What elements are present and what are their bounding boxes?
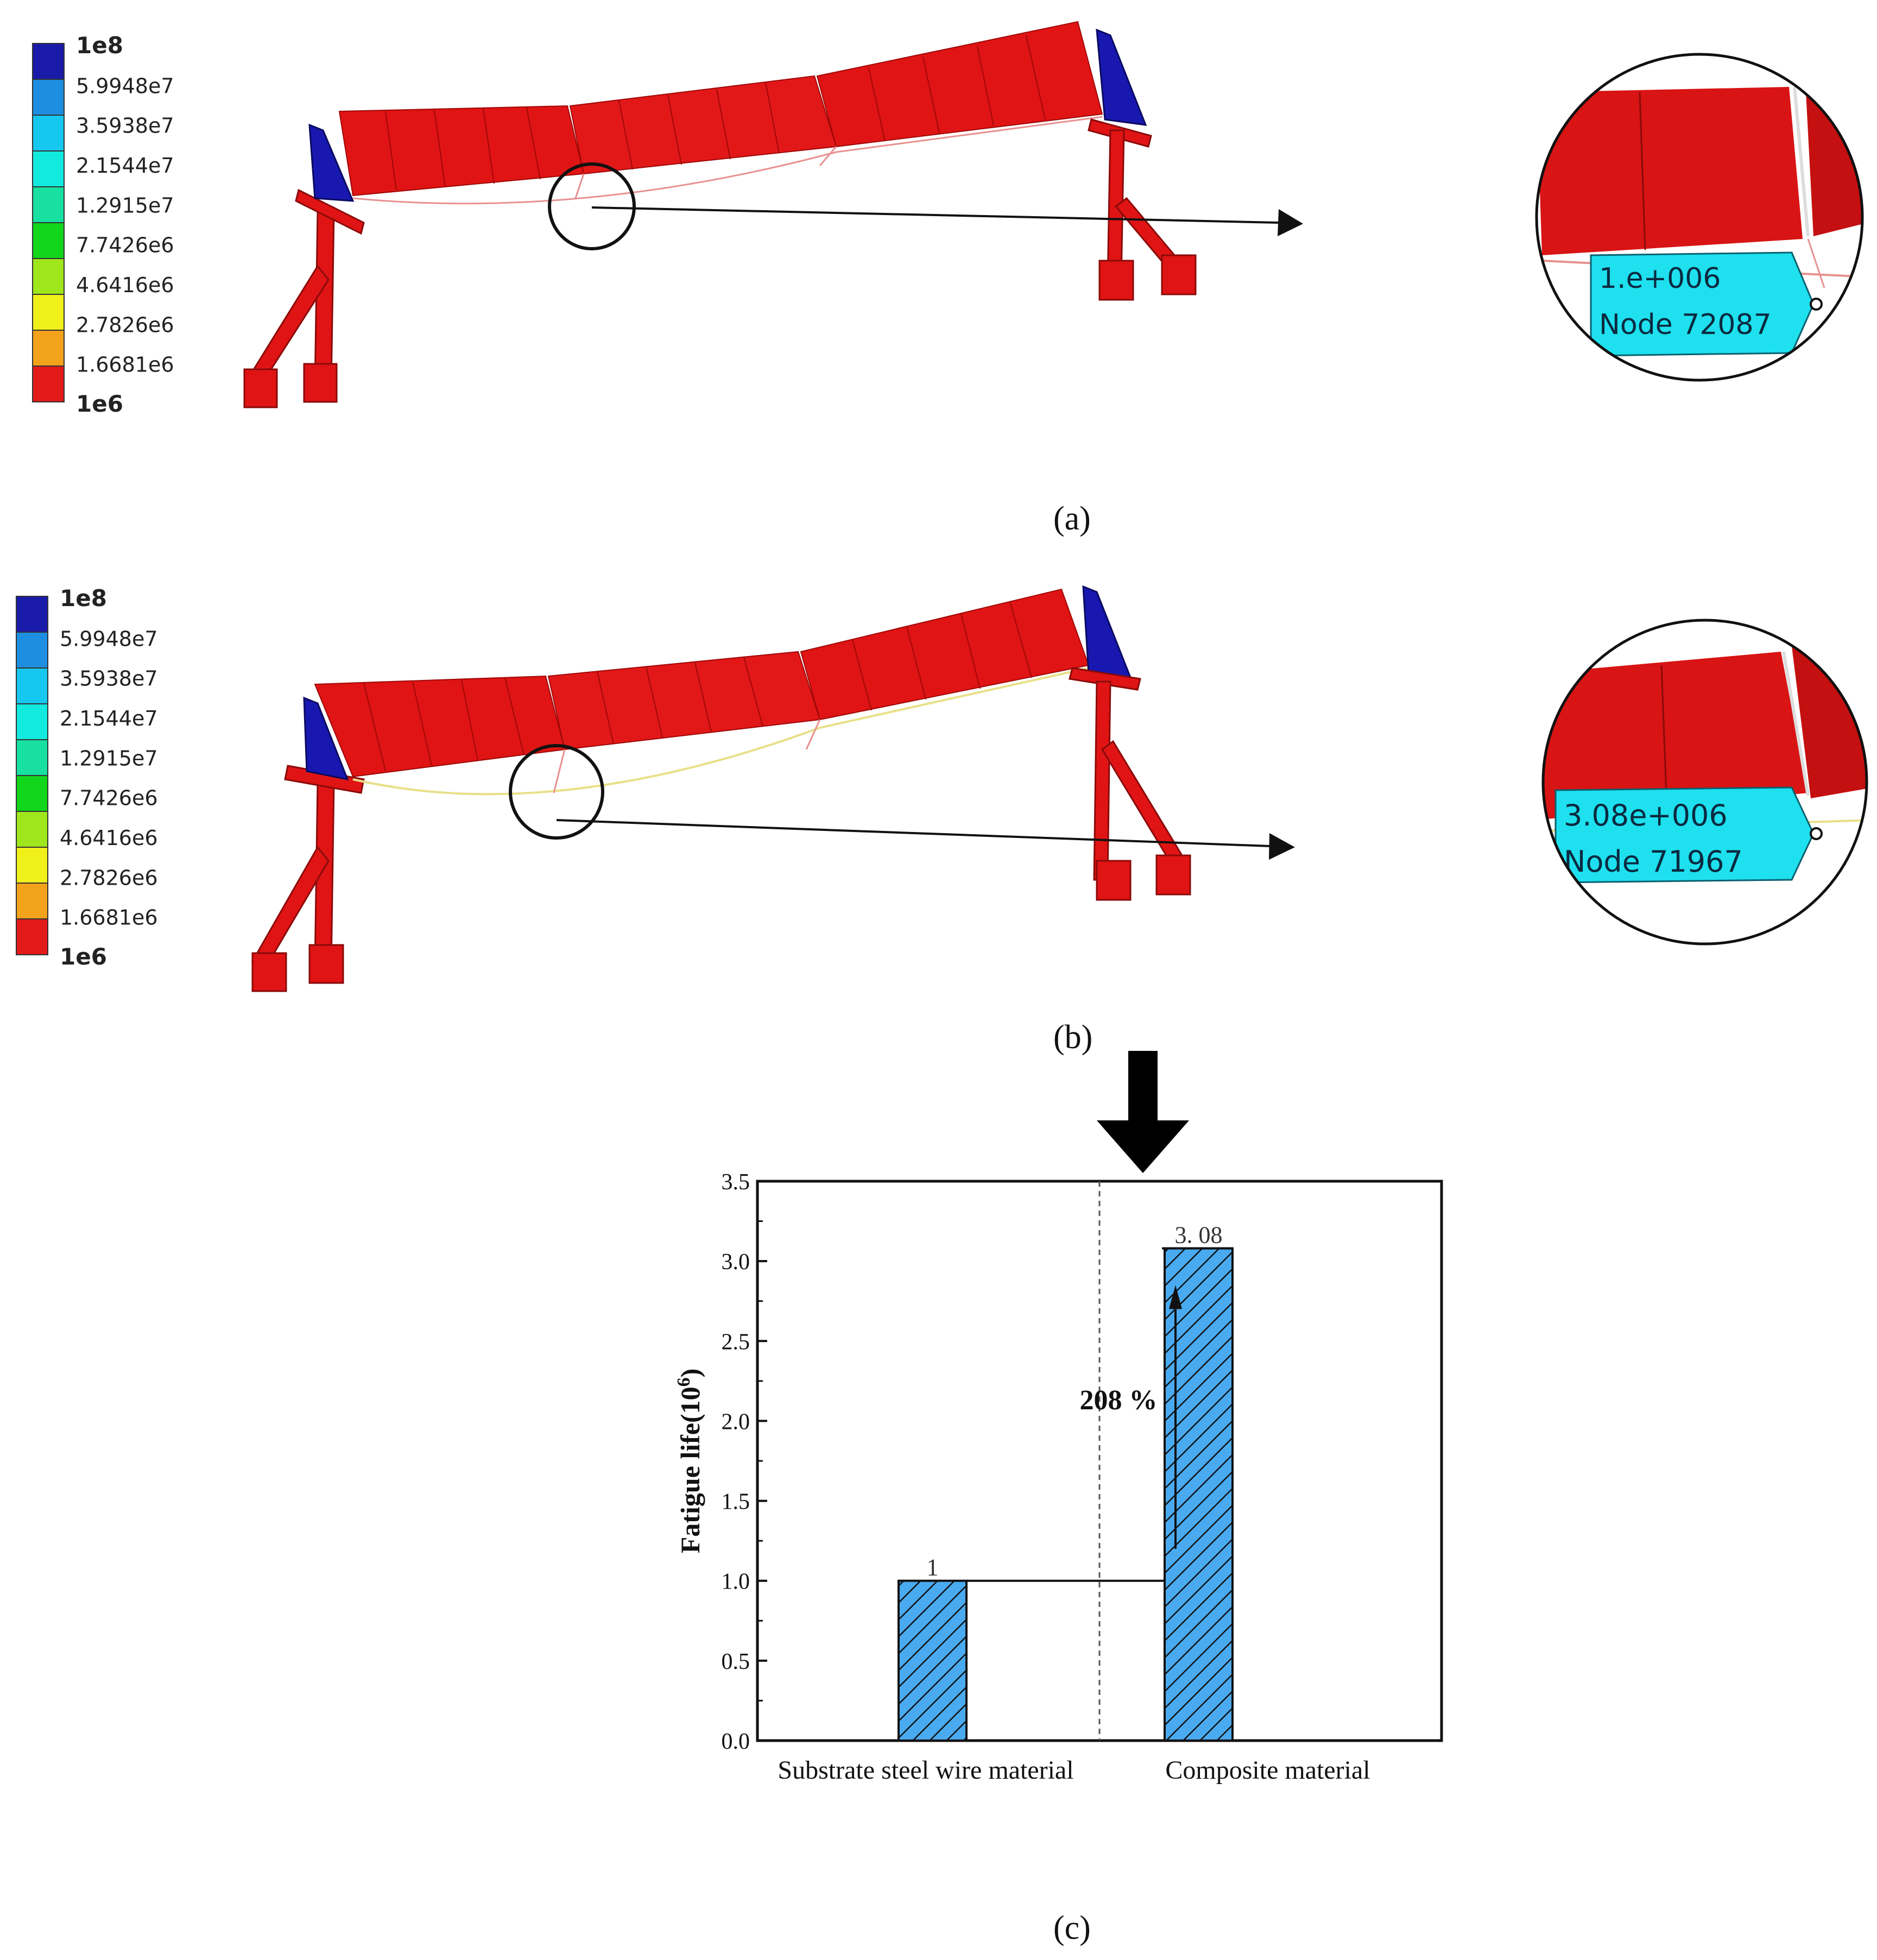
pointer-arrow-a bbox=[591, 206, 1279, 224]
legend-label: 2.1544e7 bbox=[60, 707, 158, 730]
y-tick-label: 0.0 bbox=[722, 1729, 750, 1754]
y-tick-label: 2.5 bbox=[722, 1329, 750, 1354]
legend-swatch bbox=[16, 847, 48, 884]
y-tick-label: 1.5 bbox=[722, 1490, 750, 1515]
deck-a bbox=[338, 21, 1103, 197]
right-support-cap-a bbox=[1096, 28, 1147, 126]
legend-label: 3.5938e7 bbox=[60, 667, 158, 691]
legend-swatch bbox=[32, 258, 65, 295]
legend-label: 5.9948e7 bbox=[60, 627, 158, 651]
legend-a-swatches bbox=[32, 43, 65, 402]
legend-label: 1e6 bbox=[60, 943, 107, 970]
fatigue-chart: 0.0 0.5 1.0 1.5 2.0 2.5 3.0 3.5 1 Substrate stee… bbox=[674, 1170, 1443, 1785]
y-tick-label: 0.5 bbox=[722, 1649, 750, 1674]
pointer-arrow-b bbox=[556, 819, 1271, 847]
legend-label: 1e8 bbox=[76, 33, 123, 59]
legend-label: 4.6416e6 bbox=[60, 826, 158, 850]
legend-label: 1.6681e6 bbox=[76, 353, 174, 377]
highlight-circle-a bbox=[548, 162, 636, 250]
x-tick-label: Substrate steel wire material bbox=[778, 1756, 1073, 1785]
legend-swatch bbox=[16, 667, 48, 704]
legend-swatch bbox=[16, 811, 48, 848]
legend-label: 1e6 bbox=[76, 390, 123, 417]
reference-lines bbox=[966, 1247, 1233, 1582]
legend-swatch bbox=[32, 186, 65, 223]
y-tick-label: 2.0 bbox=[722, 1409, 750, 1434]
left-support-cap-b bbox=[303, 696, 349, 781]
legend-label: 2.7826e6 bbox=[76, 313, 174, 337]
legend-label: 2.7826e6 bbox=[60, 866, 158, 890]
y-ticks: 0.0 0.5 1.0 1.5 2.0 2.5 3.0 3.5 bbox=[722, 1170, 767, 1754]
legend-swatch bbox=[16, 775, 48, 812]
right-support-b bbox=[1069, 667, 1191, 901]
left-support-a bbox=[243, 188, 365, 408]
zoom-view-a: 1.e+006 Node 72087 bbox=[1535, 53, 1864, 382]
legend-swatch bbox=[32, 330, 65, 367]
legend-label: 1.2915e7 bbox=[76, 193, 174, 217]
legend-label: 3.5938e7 bbox=[76, 114, 174, 138]
structure-a bbox=[243, 21, 1303, 408]
legend-swatch bbox=[32, 222, 65, 259]
legend-b-swatches bbox=[16, 596, 48, 955]
legend-swatch bbox=[16, 703, 48, 740]
legend-swatch bbox=[32, 43, 65, 80]
node-value-b: 3.08e+006 bbox=[1564, 798, 1728, 833]
legend-label: 1.6681e6 bbox=[60, 906, 158, 930]
left-support-cap-a bbox=[308, 123, 355, 202]
legend-swatch bbox=[32, 150, 65, 187]
deck-b bbox=[314, 588, 1090, 778]
node-id-a: Node 72087 bbox=[1599, 308, 1772, 341]
plot-frame bbox=[756, 1180, 1443, 1742]
cable-b bbox=[352, 667, 1089, 796]
legend-swatch bbox=[32, 115, 65, 152]
x-tick-label: Composite material bbox=[1165, 1756, 1370, 1785]
legend-label: 1.2915e7 bbox=[60, 746, 158, 770]
legend-label: 7.7426e6 bbox=[60, 786, 158, 810]
node-value-a: 1.e+006 bbox=[1599, 262, 1721, 295]
zoom-view-b: 3.08e+006 Node 71967 bbox=[1541, 619, 1868, 946]
legend-swatch bbox=[16, 739, 48, 776]
y-tick-label: 3.5 bbox=[722, 1170, 750, 1195]
legend-b: 1e8 5.9948e7 3.5938e7 2.1544e7 1.2915e7 7.742… bbox=[16, 585, 158, 970]
structure-b bbox=[251, 585, 1295, 992]
panel-a: 1e8 5.9948e7 3.5938e7 2.1544e7 1.2915e7 7.742… bbox=[0, 0, 1877, 543]
legend-label: 5.9948e7 bbox=[76, 74, 174, 98]
bar-value-label: 1 bbox=[927, 1554, 939, 1581]
node-id-b: Node 71967 bbox=[1564, 844, 1743, 879]
legend-label: 2.1544e7 bbox=[76, 154, 174, 178]
y-tick-label: 1.0 bbox=[722, 1570, 750, 1595]
legend-swatch bbox=[16, 596, 48, 633]
caption-c: (c) bbox=[1053, 1909, 1091, 1946]
legend-swatch bbox=[16, 918, 48, 955]
legend-label: 7.7426e6 bbox=[76, 234, 174, 257]
increase-arrowhead bbox=[1169, 1285, 1182, 1309]
annotation-percent: 208 % bbox=[1080, 1385, 1158, 1416]
legend-b-labels: 1e8 5.9948e7 3.5938e7 2.1544e7 1.2915e7 7.742… bbox=[60, 585, 158, 970]
y-axis-title: Fatigue life(106) bbox=[674, 1369, 705, 1554]
legend-label: 1e8 bbox=[60, 585, 107, 612]
legend-a-labels: 1e8 5.9948e7 3.5938e7 2.1544e7 1.2915e7 7.742… bbox=[76, 33, 174, 417]
legend-swatch bbox=[32, 365, 65, 402]
legend-swatch bbox=[32, 79, 65, 116]
bar bbox=[898, 1579, 968, 1742]
legend-a: 1e8 5.9948e7 3.5938e7 2.1544e7 1.2915e7 7.742… bbox=[32, 33, 174, 417]
legend-label: 4.6416e6 bbox=[76, 273, 174, 297]
panel-b: 1e8 5.9948e7 3.5938e7 2.1544e7 1.2915e7 7.742… bbox=[0, 554, 1877, 1075]
highlight-circle-b bbox=[509, 744, 604, 840]
y-tick-label: 3.0 bbox=[722, 1250, 750, 1275]
legend-swatch bbox=[16, 632, 48, 669]
left-support-b bbox=[251, 765, 365, 992]
bars: 1 Substrate steel wire material 3. 08 Compo… bbox=[778, 1222, 1370, 1785]
legend-swatch bbox=[32, 294, 65, 331]
right-support-a bbox=[1088, 118, 1197, 301]
caption-b: (b) bbox=[1053, 1019, 1093, 1056]
bar-value-label: 3. 08 bbox=[1175, 1222, 1223, 1249]
right-support-cap-b bbox=[1082, 585, 1134, 683]
down-arrow bbox=[1097, 1051, 1189, 1173]
legend-swatch bbox=[16, 883, 48, 919]
cable-a bbox=[352, 116, 1103, 205]
caption-a: (a) bbox=[1053, 500, 1091, 537]
